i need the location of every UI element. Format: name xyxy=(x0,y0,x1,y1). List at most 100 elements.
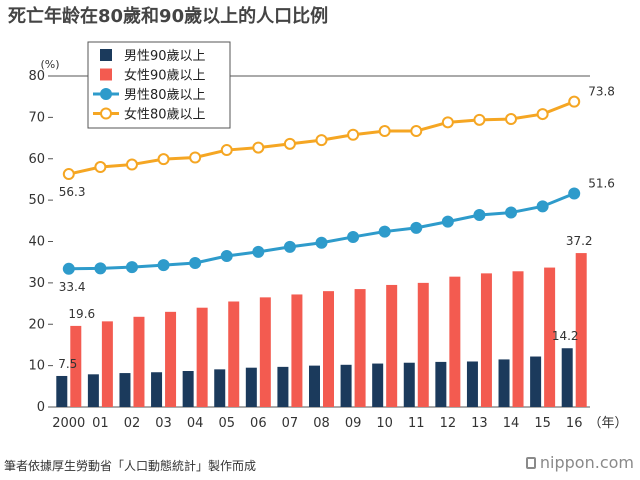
bar xyxy=(417,282,429,407)
data-point xyxy=(347,230,360,243)
bar xyxy=(480,273,492,407)
bar xyxy=(340,364,352,407)
bar xyxy=(449,276,461,407)
bar xyxy=(277,366,289,407)
data-point xyxy=(62,262,75,275)
data-label: 51.6 xyxy=(588,177,615,191)
y-tick-label: 20 xyxy=(28,317,45,332)
data-point xyxy=(157,259,170,272)
x-tick-label: 15 xyxy=(534,416,551,431)
bar xyxy=(354,289,366,407)
data-label: 19.6 xyxy=(68,307,95,321)
bar xyxy=(435,361,447,407)
data-point xyxy=(568,95,581,108)
data-point xyxy=(125,158,138,171)
legend-swatch-marker xyxy=(100,107,112,120)
data-point xyxy=(189,257,202,270)
y-tick-label: 70 xyxy=(28,110,45,125)
data-point xyxy=(568,187,581,200)
bar xyxy=(372,363,384,407)
data-point xyxy=(220,249,233,262)
data-point xyxy=(252,141,265,154)
brand-logo: nippon.com xyxy=(525,453,634,472)
bar xyxy=(259,297,271,407)
bar xyxy=(214,369,226,407)
bar xyxy=(561,348,573,407)
bar xyxy=(70,325,82,407)
brand-text: nippon.com xyxy=(539,453,634,472)
bar xyxy=(498,359,510,407)
y-tick-label: 80 xyxy=(28,69,45,84)
legend-swatch xyxy=(100,49,112,61)
data-point xyxy=(410,125,423,138)
x-tick-label: 10 xyxy=(376,416,393,431)
bar xyxy=(512,271,524,407)
line-layer xyxy=(62,95,581,275)
x-tick-label: 03 xyxy=(155,416,172,431)
data-point xyxy=(315,134,328,147)
y-tick-label: 40 xyxy=(28,235,45,250)
series-line xyxy=(68,192,575,271)
y-unit-label: (%) xyxy=(40,58,59,71)
x-tick-label: 04 xyxy=(187,416,204,431)
bar-layer xyxy=(56,253,587,407)
y-tick-label: 0 xyxy=(37,400,45,415)
bar xyxy=(575,253,587,407)
bar xyxy=(56,375,68,407)
y-tick-label: 50 xyxy=(28,193,45,208)
source-note: 筆者依據厚生勞動省「人口動態統計」製作而成 xyxy=(4,459,257,473)
x-tick-label: 09 xyxy=(345,416,362,431)
x-tick-label: 01 xyxy=(92,416,109,431)
bar xyxy=(133,316,145,407)
bar xyxy=(245,367,257,407)
legend-label: 女性90歲以上 xyxy=(124,68,206,84)
bar xyxy=(323,291,334,407)
data-point xyxy=(283,240,296,253)
data-point xyxy=(157,153,170,166)
data-point xyxy=(473,113,486,126)
bar xyxy=(228,301,240,407)
data-point xyxy=(62,168,75,181)
x-tick-label: 12 xyxy=(440,416,457,431)
data-point xyxy=(315,236,328,249)
bar xyxy=(309,365,320,407)
data-point xyxy=(378,125,391,138)
data-label: 37.2 xyxy=(566,234,593,248)
data-label: 73.8 xyxy=(588,85,615,99)
bar xyxy=(87,374,99,407)
bar xyxy=(196,307,208,407)
x-unit-label: （年） xyxy=(588,416,627,431)
bar xyxy=(165,311,177,407)
y-tick-label: 60 xyxy=(28,152,45,167)
data-point xyxy=(505,206,518,219)
data-point xyxy=(536,108,549,121)
y-tick-label: 30 xyxy=(28,276,45,291)
x-tick-label: 05 xyxy=(218,416,235,431)
data-point xyxy=(220,144,233,157)
bar xyxy=(403,362,415,407)
legend-swatch-marker xyxy=(100,88,112,100)
data-point xyxy=(94,161,107,174)
bar xyxy=(544,267,556,407)
data-point xyxy=(536,200,549,213)
x-tick-label: 14 xyxy=(503,416,520,431)
legend-label: 男性80歲以上 xyxy=(124,88,206,103)
data-point xyxy=(505,113,518,126)
data-label: 33.4 xyxy=(59,280,86,294)
bar xyxy=(119,373,131,407)
bar xyxy=(466,361,478,407)
data-point xyxy=(125,261,138,274)
data-label: 7.5 xyxy=(58,357,77,371)
legend-swatch xyxy=(100,68,112,81)
data-label: 56.3 xyxy=(59,185,86,199)
x-tick-label: 16 xyxy=(566,416,583,431)
data-point xyxy=(441,215,454,228)
axis-layer: 0 10 20 30 40 50 60 70 80(%) 2000 01 02 03 04 05 06 07 08… xyxy=(28,58,627,431)
bar xyxy=(291,294,303,407)
data-point xyxy=(410,221,423,234)
bar xyxy=(101,321,113,407)
data-point xyxy=(378,225,391,238)
x-tick-label: 02 xyxy=(124,416,141,431)
